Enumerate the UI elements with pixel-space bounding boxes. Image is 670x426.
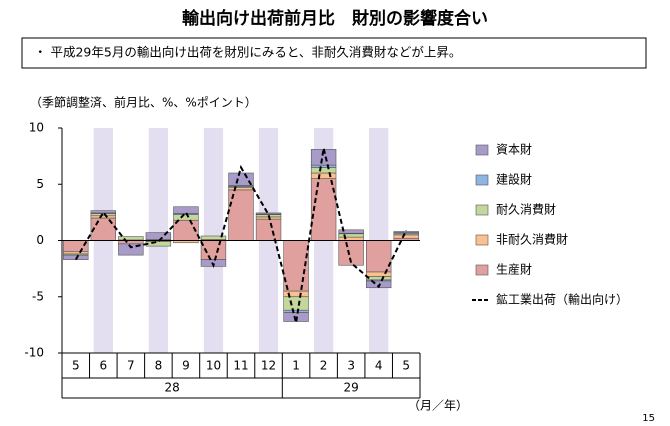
bar-segment — [310, 164, 337, 168]
y-tick-label: -5 — [32, 289, 44, 303]
bar-segment — [90, 210, 116, 214]
bar-segment — [365, 276, 392, 281]
bar-segment — [173, 206, 199, 214]
bar-segment — [118, 240, 144, 245]
y-tick-label: 0 — [36, 233, 44, 247]
bar-segment — [118, 243, 144, 256]
legend-swatch — [475, 234, 489, 246]
bar-segment — [393, 231, 419, 233]
legend-label: 耐久消費財 — [496, 202, 556, 217]
bar-segment — [255, 218, 282, 241]
bar-segment — [338, 233, 364, 238]
x-tick-label: 7 — [127, 359, 135, 373]
bar-segment — [145, 241, 172, 247]
unit-label: （季節調整済、前月比、%、%ポイント） — [30, 95, 257, 110]
bar-segment — [310, 172, 337, 179]
legend-swatch — [475, 144, 489, 156]
bar-segment — [90, 213, 116, 217]
year-label: 28 — [165, 381, 180, 395]
x-tick-label: 10 — [206, 359, 221, 373]
x-tick-label: 8 — [155, 359, 163, 373]
bar-segment — [365, 271, 392, 277]
legend-label: 生産財 — [496, 262, 532, 277]
legend-label: 建設財 — [496, 172, 532, 187]
legend-swatch — [475, 174, 489, 186]
bar-segment — [338, 229, 364, 234]
bar-segment — [63, 251, 89, 255]
bar-segment — [365, 240, 392, 273]
bar-segment — [173, 214, 199, 221]
bar-segment — [63, 254, 89, 260]
x-tick-label: 12 — [261, 359, 276, 373]
y-tick-label: 5 — [36, 177, 44, 191]
x-tick-label: 3 — [347, 359, 355, 373]
bar-segment — [310, 167, 337, 174]
bar-segment — [338, 236, 364, 241]
y-tick-label: 10 — [29, 121, 44, 135]
year-label: 29 — [344, 381, 359, 395]
bar-segment — [283, 296, 309, 311]
x-tick-label: 5 — [72, 359, 80, 373]
note-box — [21, 37, 647, 69]
chart-title: 輸出向け出荷前月比 財別の影響度合い — [182, 8, 488, 29]
bar-segment — [255, 212, 282, 215]
x-tick-label: 9 — [182, 359, 190, 373]
line-series — [74, 148, 408, 323]
x-tick-label: 6 — [99, 359, 107, 373]
bar-segment — [90, 215, 116, 219]
bar-segment — [228, 187, 254, 191]
bar-segment — [145, 232, 172, 240]
x-unit: （月／年） — [408, 399, 468, 413]
x-tick-label: 2 — [320, 359, 328, 373]
page-number: 15 — [642, 413, 655, 424]
note: ・ 平成29年5月の輸出向け出荷を財別にみると、非耐久消費財などが上昇。 — [34, 45, 461, 60]
legend-swatch — [475, 204, 489, 216]
legend-label: 鉱工業出荷（輸出向け） — [496, 292, 628, 307]
x-tick-label: 5 — [402, 359, 410, 373]
legend-label: 非耐久消費財 — [496, 232, 568, 247]
bar-segment — [200, 235, 227, 240]
legend-swatch — [475, 264, 489, 276]
legend-label: 資本財 — [496, 142, 532, 157]
y-tick-label: -10 — [24, 346, 44, 360]
bar-segment — [283, 290, 309, 298]
x-tick-label: 1 — [292, 359, 300, 373]
bar-segment — [393, 234, 419, 239]
x-tick-label: 4 — [375, 359, 383, 373]
x-tick-label: 11 — [233, 359, 248, 373]
bar-segment — [118, 236, 144, 241]
bar-segment — [283, 309, 309, 313]
bar-segment — [90, 217, 116, 241]
